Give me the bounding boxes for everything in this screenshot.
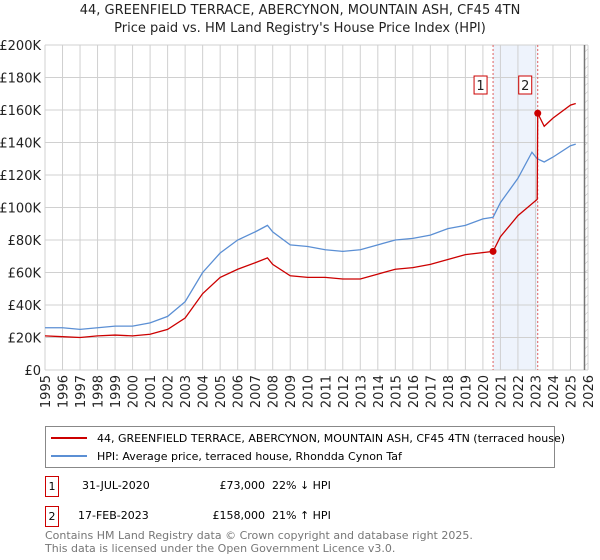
sale-point (534, 109, 542, 117)
x-tick-label: 1999 (109, 375, 124, 408)
sale-row: 1 31-JUL-2020 £73,000 22% ↓ HPI (45, 476, 545, 497)
sale-date: 17-FEB-2023 (78, 509, 149, 522)
x-tick-label: 2025 (564, 375, 579, 408)
y-tick-label: £40K (8, 299, 42, 314)
sale-hpi-diff: 21% ↑ HPI (272, 509, 331, 522)
legend-swatch-property (51, 437, 87, 439)
y-tick-label: £160K (0, 104, 41, 119)
x-tick-label: 2020 (477, 375, 492, 408)
x-tick-label: 2006 (232, 375, 247, 408)
hpi-line (45, 143, 576, 331)
x-tick-label: 2010 (302, 375, 317, 408)
x-tick-label: 1996 (57, 375, 72, 408)
x-tick-label: 2012 (337, 375, 352, 408)
x-tick-label: 2026 (582, 375, 597, 408)
chart-title: 44, GREENFIELD TERRACE, ABERCYNON, MOUNT… (79, 3, 521, 18)
x-tick-label: 2015 (389, 375, 404, 408)
sale-price: £73,000 (219, 479, 266, 492)
x-tick-label: 2019 (459, 375, 474, 408)
sale-label-box (518, 75, 533, 95)
x-tick-label: 2014 (372, 375, 387, 408)
y-tick-label: £200K (0, 39, 41, 54)
y-tick-label: £100K (0, 202, 41, 217)
sale-hpi-diff: 22% ↓ HPI (272, 479, 331, 492)
x-tick-label: 2000 (127, 375, 142, 408)
x-tick-label: 2002 (162, 375, 177, 408)
y-tick-label: £140K (0, 137, 41, 152)
y-tick-label: £20K (8, 332, 42, 347)
x-tick-label: 1998 (92, 375, 107, 408)
sale-price: £158,000 (212, 509, 266, 522)
footer-line: This data is licensed under the Open Gov… (45, 542, 396, 555)
legend-swatch-hpi (51, 455, 87, 457)
x-tick-label: 2001 (144, 375, 159, 408)
sale-date: 31-JUL-2020 (82, 479, 150, 492)
property-price-line (44, 102, 576, 339)
y-tick-label: £60K (8, 267, 42, 282)
x-tick-label: 2017 (424, 375, 439, 408)
sale-badge: 2 (45, 506, 59, 527)
x-tick-label: 2003 (179, 375, 194, 408)
x-tick-label: 2005 (214, 375, 229, 408)
x-tick-label: 1997 (74, 375, 89, 408)
x-tick-label: 2023 (529, 375, 544, 408)
x-tick-label: 1995 (39, 375, 54, 408)
legend-label-hpi: HPI: Average price, terraced house, Rhon… (97, 449, 402, 463)
x-tick-label: 2007 (249, 375, 264, 408)
legend: 44, GREENFIELD TERRACE, ABERCYNON, MOUNT… (45, 426, 565, 468)
x-tick-label: 2021 (494, 375, 509, 408)
x-tick-label: 2018 (442, 375, 457, 408)
x-tick-label: 2013 (354, 375, 369, 408)
x-tick-label: 2004 (197, 375, 212, 408)
sale-label: 2 (521, 79, 529, 94)
sale-badge: 1 (45, 476, 59, 497)
footer-line: Contains HM Land Registry data © Crown c… (45, 529, 473, 542)
x-tick-label: 2009 (284, 375, 299, 408)
x-tick-label: 2008 (267, 375, 282, 408)
y-tick-label: £120K (0, 169, 41, 184)
x-tick-label: 2024 (547, 375, 562, 408)
x-tick-label: 2022 (512, 375, 527, 408)
x-tick-label: 2011 (319, 375, 334, 408)
sale-label: 1 (476, 79, 484, 94)
sale-row: 2 17-FEB-2023 £158,000 21% ↑ HPI (45, 506, 545, 527)
plot-area: 1995 1996 1997 1998 1999 2000 2001 2002 2003 2004… (0, 39, 597, 408)
legend-label-property: 44, GREENFIELD TERRACE, ABERCYNON, MOUNT… (97, 431, 566, 445)
sale-label-box (473, 75, 488, 95)
sale-point (489, 247, 497, 255)
chart-subtitle: Price paid vs. HM Land Registry's House … (114, 21, 486, 36)
y-tick-label: £0 (24, 364, 41, 379)
y-tick-label: £80K (8, 234, 42, 249)
y-tick-label: £180K (0, 72, 41, 87)
x-tick-label: 2016 (407, 375, 422, 408)
footer: Contains HM Land Registry data © Crown c… (45, 529, 473, 555)
